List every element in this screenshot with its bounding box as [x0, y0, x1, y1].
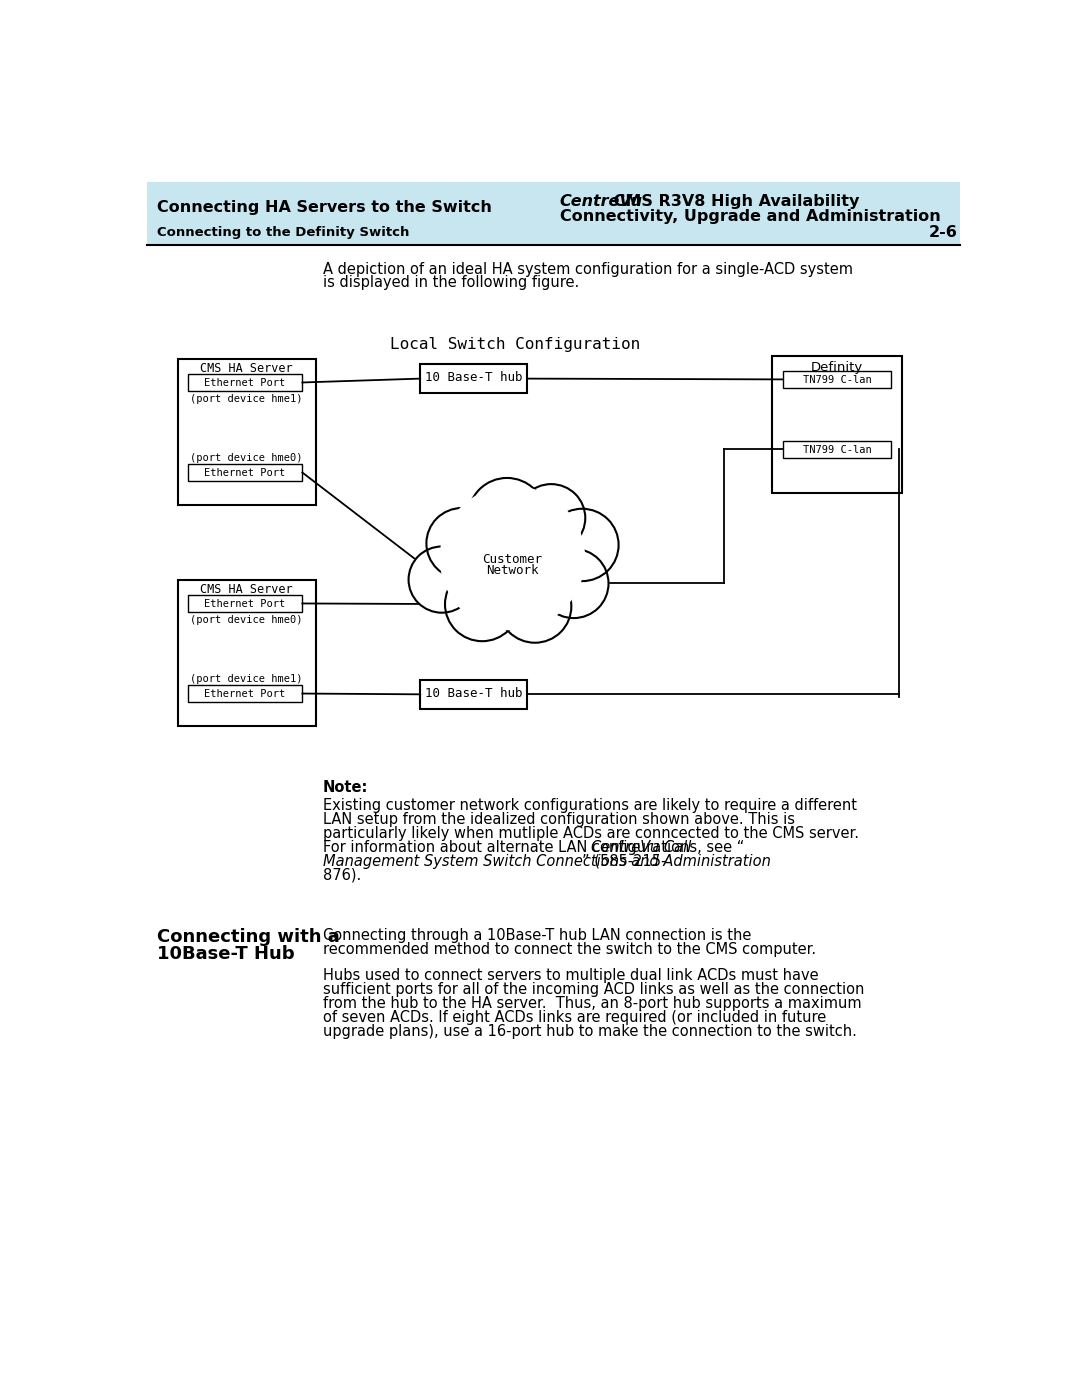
Circle shape: [408, 546, 475, 613]
Circle shape: [427, 509, 498, 578]
Text: Ethernet Port: Ethernet Port: [204, 689, 286, 698]
Text: LAN setup from the idealized configuration shown above. This is: LAN setup from the idealized configurati…: [323, 812, 795, 827]
Text: Existing customer network configurations are likely to require a different: Existing customer network configurations…: [323, 798, 856, 813]
Bar: [177, 580, 315, 726]
Circle shape: [539, 549, 608, 617]
Circle shape: [445, 567, 519, 641]
Text: sufficient ports for all of the incoming ACD links as well as the connection: sufficient ports for all of the incoming…: [323, 982, 864, 997]
Bar: [188, 464, 302, 481]
Text: ” (585-215-: ” (585-215-: [582, 854, 666, 869]
Bar: [420, 680, 527, 708]
Text: 2-6: 2-6: [929, 225, 958, 240]
Circle shape: [499, 570, 571, 643]
Bar: [772, 356, 902, 493]
Bar: [147, 182, 960, 244]
Text: 10 Base-T hub: 10 Base-T hub: [424, 686, 523, 700]
Text: Connecting HA Servers to the Switch: Connecting HA Servers to the Switch: [157, 200, 491, 215]
Text: (port device hme1): (port device hme1): [190, 673, 302, 683]
Text: TN799 C-lan: TN799 C-lan: [802, 444, 872, 455]
Text: is displayed in the following figure.: is displayed in the following figure.: [323, 275, 579, 291]
Text: Ethernet Port: Ethernet Port: [204, 377, 286, 388]
Text: Ethernet Port: Ethernet Port: [204, 599, 286, 609]
Text: CentreVu: CentreVu: [559, 194, 643, 210]
Text: 10 Base-T hub: 10 Base-T hub: [424, 372, 523, 384]
Text: CMS HA Server: CMS HA Server: [200, 362, 293, 376]
Circle shape: [517, 485, 585, 552]
Text: Connecting with a: Connecting with a: [157, 929, 339, 946]
Text: (port device hme0): (port device hme0): [190, 615, 302, 624]
Text: Connecting through a 10Base-T hub LAN connection is the: Connecting through a 10Base-T hub LAN co…: [323, 929, 751, 943]
Text: TN799 C-lan: TN799 C-lan: [802, 374, 872, 384]
Text: particularly likely when mutliple ACDs are conncected to the CMS server.: particularly likely when mutliple ACDs a…: [323, 826, 859, 841]
Text: For information about alternate LAN configurations, see “: For information about alternate LAN conf…: [323, 840, 744, 855]
Text: from the hub to the HA server.  Thus, an 8-port hub supports a maximum: from the hub to the HA server. Thus, an …: [323, 996, 861, 1011]
Bar: [188, 595, 302, 612]
Bar: [420, 365, 527, 393]
Text: Customer: Customer: [483, 553, 542, 566]
Bar: [177, 359, 315, 504]
Text: Connecting to the Definity Switch: Connecting to the Definity Switch: [157, 226, 409, 239]
Text: of seven ACDs. If eight ACDs links are required (or included in future: of seven ACDs. If eight ACDs links are r…: [323, 1010, 826, 1025]
Text: CentreVu Call: CentreVu Call: [591, 840, 691, 855]
Text: 876).: 876).: [323, 868, 361, 883]
Circle shape: [441, 486, 584, 630]
Text: upgrade plans), use a 16-port hub to make the connection to the switch.: upgrade plans), use a 16-port hub to mak…: [323, 1024, 856, 1039]
Text: (port device hme1): (port device hme1): [190, 394, 302, 404]
Text: Note:: Note:: [323, 780, 368, 795]
Circle shape: [545, 509, 619, 581]
Circle shape: [469, 478, 545, 555]
Text: Definity: Definity: [811, 360, 863, 374]
Text: Local Switch Configuration: Local Switch Configuration: [390, 337, 639, 352]
Text: Connectivity, Upgrade and Administration: Connectivity, Upgrade and Administration: [559, 210, 941, 225]
Bar: [188, 374, 302, 391]
Bar: [783, 441, 891, 458]
Text: 10Base-T Hub: 10Base-T Hub: [157, 946, 295, 964]
Text: (port device hme0): (port device hme0): [190, 453, 302, 462]
Text: Ethernet Port: Ethernet Port: [204, 468, 286, 478]
Text: Hubs used to connect servers to multiple dual link ACDs must have: Hubs used to connect servers to multiple…: [323, 968, 819, 983]
Text: Management System Switch Connections and Administration: Management System Switch Connections and…: [323, 854, 770, 869]
Text: Network: Network: [486, 564, 539, 577]
Bar: [188, 685, 302, 703]
Bar: [783, 372, 891, 388]
Text: CMS R3V8 High Availability: CMS R3V8 High Availability: [608, 194, 859, 210]
Text: recommended method to connect the switch to the CMS computer.: recommended method to connect the switch…: [323, 942, 815, 957]
Text: A depiction of an ideal HA system configuration for a single-ACD system: A depiction of an ideal HA system config…: [323, 261, 852, 277]
Text: CMS HA Server: CMS HA Server: [200, 584, 293, 597]
